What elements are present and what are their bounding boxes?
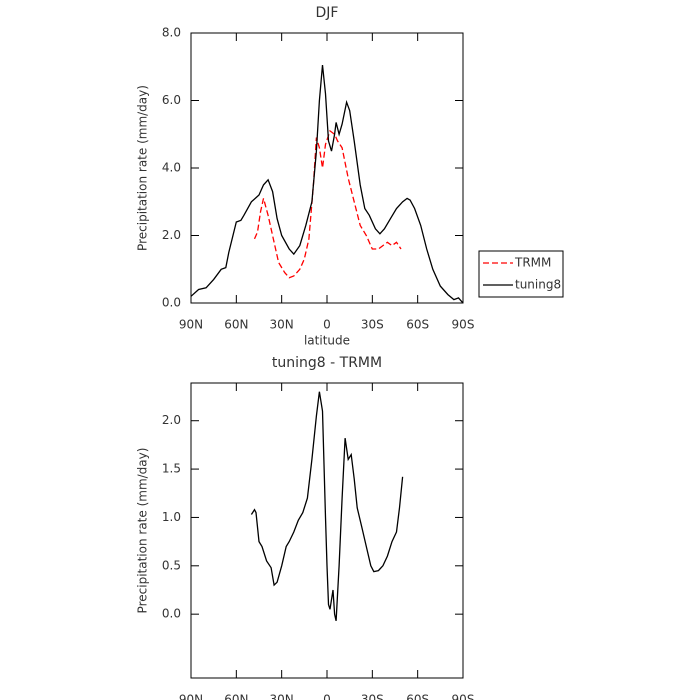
y-tick-label: 1.0 [162,510,181,524]
y-tick-label: 6.0 [162,93,181,107]
legend-label: tuning8 [515,278,561,292]
plot-frame [190,382,464,679]
x-tick-label: 90S [452,693,475,700]
x-tick-label: 30S [361,693,384,700]
x-axis-label: latitude [304,334,350,348]
x-tick-label: 60S [406,693,429,700]
y-axis-label: Precipitation rate (mm/day) [136,448,150,614]
y-tick-label: 0.0 [162,607,181,621]
y-tick-label: 2.0 [162,228,181,242]
x-tick-label: 90S [452,318,475,332]
legend-box [478,250,564,298]
x-tick-label: 30S [361,318,384,332]
x-tick-label: 60S [406,318,429,332]
y-tick-label: 8.0 [162,26,181,40]
y-tick-label: 4.0 [162,161,181,175]
x-tick-label: 0 [323,693,331,700]
plot-frame [190,32,464,304]
y-tick-label: 1.5 [162,462,181,476]
chart-title: DJF [316,5,339,21]
x-tick-label: 60N [224,318,248,332]
x-tick-label: 30N [270,318,294,332]
x-tick-label: 90N [179,318,203,332]
chart-title: tuning8 - TRMM [272,355,382,371]
series-line [250,391,404,622]
y-tick-label: 0.0 [162,296,181,310]
x-tick-label: 60N [224,693,248,700]
legend-label: TRMM [514,256,551,270]
series-line [190,65,464,304]
x-tick-label: 30N [270,693,294,700]
x-tick-label: 0 [323,318,331,332]
y-tick-label: 2.0 [162,413,181,427]
y-tick-label: 0.5 [162,558,181,572]
x-tick-label: 90N [179,693,203,700]
y-axis-label: Precipitation rate (mm/day) [136,85,150,251]
series-line [253,129,402,279]
